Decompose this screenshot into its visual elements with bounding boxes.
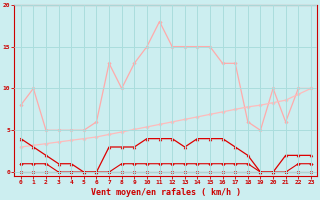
X-axis label: Vent moyen/en rafales ( km/h ): Vent moyen/en rafales ( km/h ) xyxy=(91,188,241,197)
